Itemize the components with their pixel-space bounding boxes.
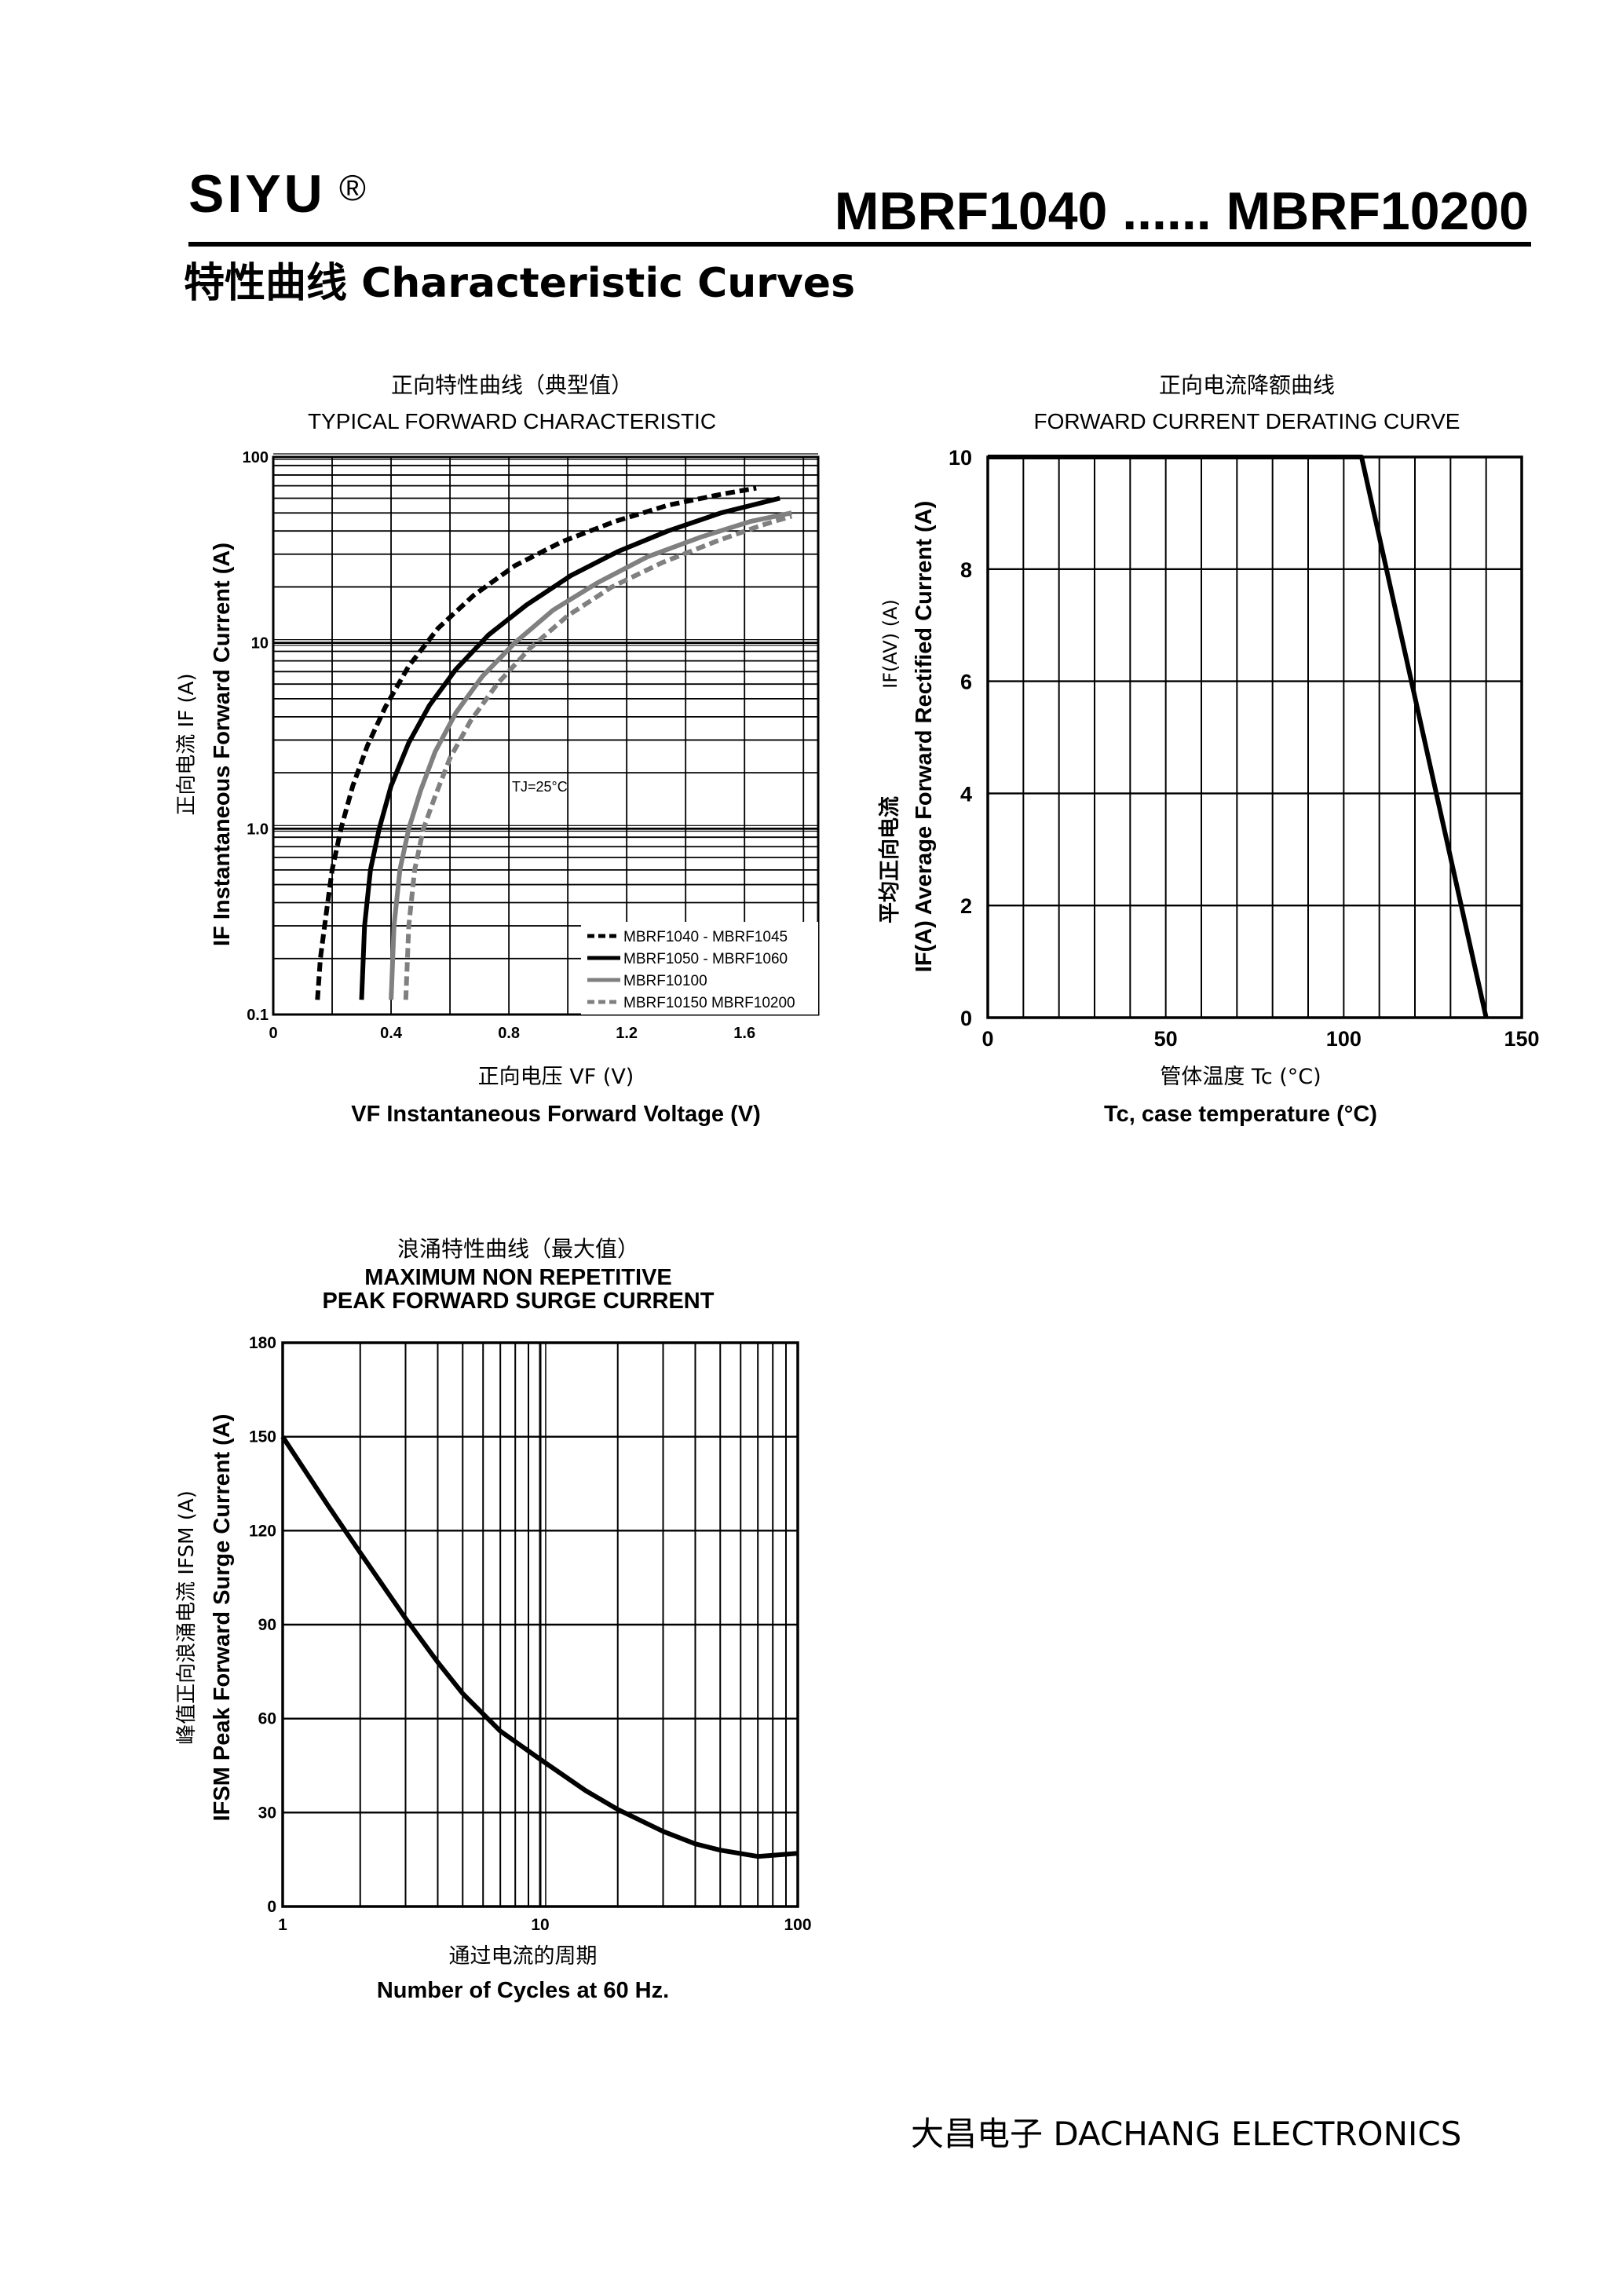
chart-title: MAXIMUM NON REPETITIVE [364, 1265, 672, 1290]
tick-labels: 0 0.4 0.8 1.2 1.6 0.1 1.0 10 100 [243, 449, 755, 1042]
legend-label: MBRF10100 [623, 973, 707, 989]
grid [986, 455, 1523, 1019]
y-tick-label: 6 [960, 671, 972, 694]
y-tick-label: 10 [251, 635, 269, 653]
x-tick-label: 0.8 [498, 1025, 520, 1042]
y-axis-label-cn: 正向电流 IF (A) [175, 673, 199, 815]
series-lines [988, 455, 1489, 1018]
grid [272, 453, 820, 1016]
x-tick-label: 0 [981, 1027, 993, 1051]
footer-company: 大昌电子 DACHANG ELECTRONICS [911, 2115, 1462, 2153]
series-line [315, 485, 757, 1000]
chart-title-cn: 浪涌特性曲线（最大值） [397, 1236, 639, 1262]
x-tick-label: 50 [1154, 1027, 1178, 1051]
surge-current-chart: 浪涌特性曲线（最大值） MAXIMUM NON REPETITIVE PEAK … [175, 1236, 812, 2003]
y-tick-label: 180 [249, 1334, 276, 1352]
plot-frame [986, 455, 1523, 1019]
x-tick-label: 100 [1326, 1027, 1362, 1051]
annotation-tj: TJ=25°C [512, 779, 568, 795]
x-axis-label: Number of Cycles at 60 Hz. [377, 1978, 669, 2003]
y-tick-label: 120 [249, 1522, 276, 1540]
x-tick-label: 150 [1504, 1027, 1539, 1051]
chart-title-cn: 正向电流降额曲线 [1159, 372, 1335, 398]
y-tick-label: 60 [258, 1710, 276, 1728]
y-tick-label: 8 [960, 558, 972, 582]
y-tick-label: 90 [258, 1616, 276, 1634]
y-tick-label: 0 [267, 1898, 276, 1916]
brand-logo: SIYU [188, 164, 326, 224]
x-tick-label: 0.4 [380, 1025, 403, 1042]
legend-label: MBRF1050 - MBRF1060 [623, 951, 788, 967]
x-tick-label: 0 [269, 1025, 277, 1042]
x-axis-label-cn: 正向电压 VF (V) [478, 1065, 634, 1089]
x-tick-label: 10 [531, 1916, 549, 1934]
current-derating-chart: 正向电流降额曲线 FORWARD CURRENT DERATING CURVE … [877, 372, 1540, 1127]
header-rule [188, 242, 1531, 247]
chart-title-cn: 正向特性曲线（典型值） [391, 372, 633, 398]
page-subtitle: 特性曲线 Characteristic Curves [184, 260, 856, 307]
x-axis-label-cn: 通过电流的周期 [449, 1944, 598, 1969]
legend: MBRF1040 - MBRF1045 MBRF1050 - MBRF1060 MB… [581, 922, 818, 1015]
y-axis-label: IFSM Peak Forward Surge Current (A) [210, 1414, 235, 1822]
series-line [988, 455, 1489, 1018]
chart-title: FORWARD CURRENT DERATING CURVE [1034, 409, 1460, 433]
x-tick-label: 1 [278, 1916, 287, 1934]
y-tick-label: 150 [249, 1428, 276, 1446]
chart-title: TYPICAL FORWARD CHARACTERISTIC [308, 409, 716, 433]
model-range: MBRF1040 ...... MBRF10200 [834, 181, 1529, 241]
tick-labels: 1 10 100 0 30 60 90 120 150 180 [249, 1334, 812, 1934]
y-tick-label: 10 [949, 446, 972, 470]
legend-background [581, 922, 818, 1015]
y-tick-label: 100 [243, 449, 269, 466]
tick-labels: 0 50 100 150 0 2 4 6 8 10 [949, 446, 1540, 1051]
legend-label: MBRF1040 - MBRF1045 [623, 929, 788, 945]
y-tick-label: 30 [258, 1804, 276, 1822]
y-axis-label-cn: 峰值正向浪涌电流 IFSM (A) [175, 1490, 199, 1745]
y-tick-label: 0.1 [247, 1007, 269, 1024]
y-axis-label: IF(A) Average Forward Rectified Current … [912, 501, 937, 972]
y-axis-label-cn: 平均正向电流 [877, 796, 902, 923]
y-axis-label: IF Instantaneous Forward Current (A) [210, 543, 235, 946]
series-line [280, 1435, 799, 1859]
legend-label: MBRF10150 MBRF10200 [623, 995, 795, 1011]
y-tick-label: 1.0 [247, 821, 269, 838]
forward-characteristic-chart: 正向特性曲线（典型值） TYPICAL FORWARD CHARACTERIST… [175, 372, 820, 1127]
registered-mark: ® [339, 167, 366, 208]
y-tick-label: 0 [960, 1007, 972, 1030]
y-tick-label: 4 [960, 782, 972, 806]
plot-frame [272, 455, 820, 1016]
y-axis-unit-label: IF(AV) (A) [879, 599, 901, 689]
x-tick-label: 1.6 [733, 1025, 755, 1042]
series-lines [280, 1435, 799, 1859]
plot-frame [281, 1341, 799, 1908]
x-tick-label: 100 [784, 1916, 811, 1934]
x-axis-label-cn: 管体温度 Tc (°C) [1160, 1065, 1321, 1089]
x-axis-label: Tc, case temperature (°C) [1104, 1102, 1377, 1127]
series-lines [315, 485, 793, 1000]
y-tick-label: 2 [960, 894, 972, 918]
grid [281, 1341, 799, 1908]
series-line [389, 510, 792, 1000]
series-line [359, 495, 780, 1000]
x-axis-label: VF Instantaneous Forward Voltage (V) [351, 1102, 761, 1127]
series-line [403, 514, 793, 1000]
chart-title-line2: PEAK FORWARD SURGE CURRENT [323, 1289, 715, 1314]
x-tick-label: 1.2 [616, 1025, 638, 1042]
